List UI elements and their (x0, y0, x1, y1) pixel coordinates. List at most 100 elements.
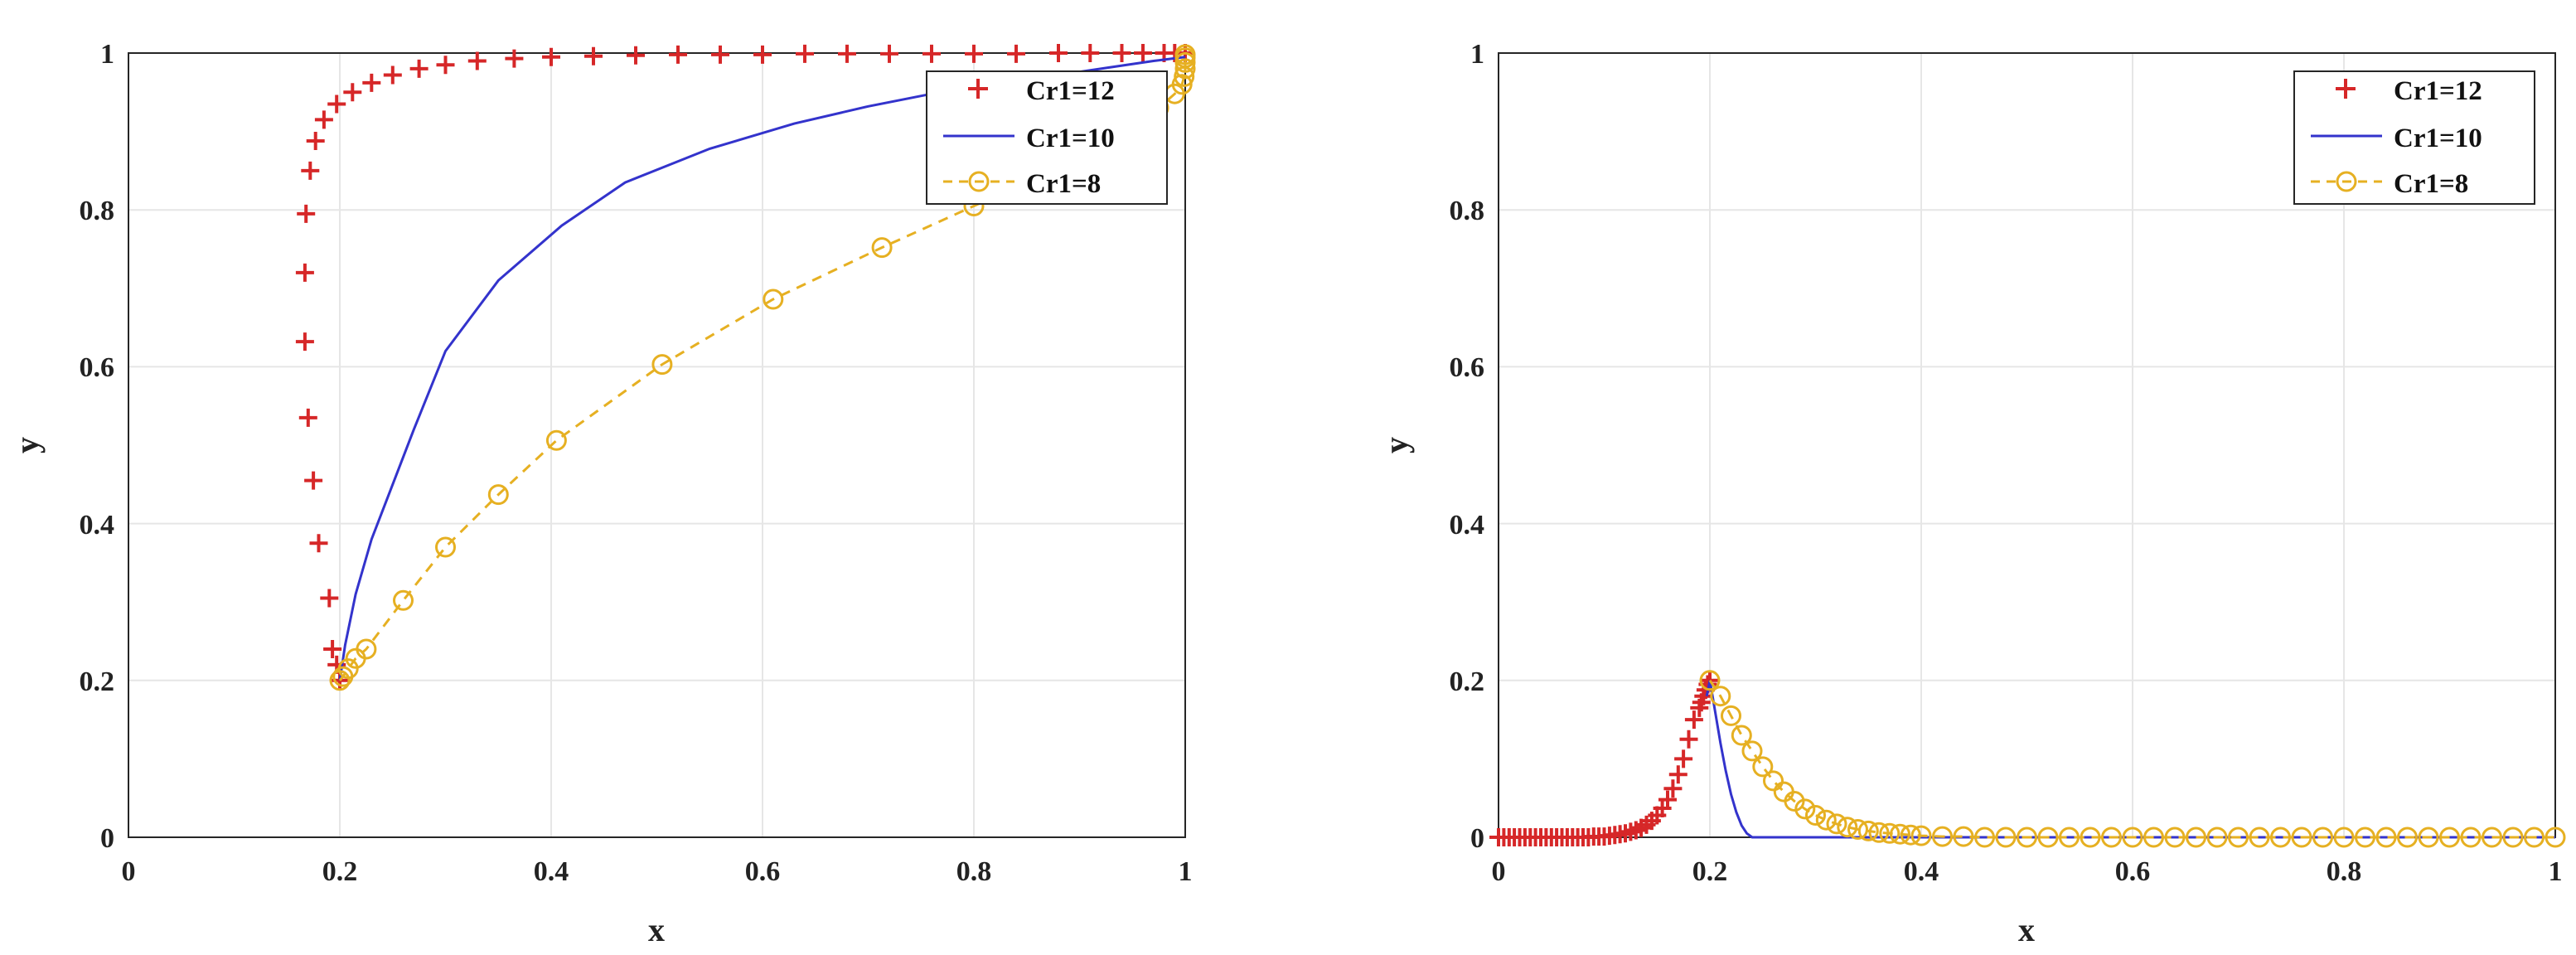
series-layer (1489, 670, 2566, 848)
data-point-circle (2059, 827, 2080, 848)
series-line (1708, 679, 2555, 839)
data-point-circle (356, 638, 377, 660)
data-point-plus (922, 44, 941, 63)
data-point-circle (2355, 827, 2375, 848)
data-point-circle (1974, 827, 1995, 848)
x-tick-label: 0.4 (1904, 856, 1939, 887)
data-point-circle (2228, 827, 2249, 848)
data-point-circle (1910, 825, 1932, 846)
data-point-circle (871, 237, 893, 259)
y-tick-label: 0.4 (80, 510, 115, 541)
data-point-circle (2080, 827, 2101, 848)
x-tick-label: 0.6 (745, 856, 781, 887)
data-point-circle (2460, 827, 2482, 848)
data-point-circle (1932, 826, 1953, 847)
data-point-circle (1857, 820, 1879, 841)
left-chart-panel: 0 0.2 0.4 0.6 0.8 1 0 0.2 0.4 0.6 0.8 1 … (8, 39, 1196, 948)
data-point-circle (2545, 827, 2566, 848)
legend: Cr1=12 Cr1=10 Cr1=8 (926, 70, 1168, 205)
data-point-circle (1721, 705, 1741, 726)
data-point-circle (1995, 827, 2017, 848)
series-cr1-12 (1489, 671, 1719, 846)
data-point-plus (796, 44, 814, 63)
x-tick-label: 0.2 (322, 856, 358, 887)
data-point-circle (1763, 770, 1784, 792)
series-line (338, 54, 1187, 681)
data-point-circle (2333, 827, 2355, 848)
data-point-circle (2312, 827, 2333, 848)
legend-entry-cr1-8: Cr1=8 (943, 169, 1101, 199)
data-point-circle (2375, 827, 2397, 848)
data-point-circle (1826, 813, 1847, 835)
data-point-circle (1699, 670, 1721, 691)
y-axis-label: y (1378, 437, 1415, 453)
data-point-plus (327, 95, 346, 114)
data-point-plus (1663, 779, 1683, 798)
x-tick-label: 0 (1492, 856, 1506, 887)
data-point-plus (711, 45, 729, 64)
data-point-circle (1741, 740, 1763, 762)
data-point-circle (2186, 827, 2206, 848)
data-point-plus (505, 49, 524, 68)
data-point-circle (1710, 686, 1731, 707)
data-point-plus (383, 65, 402, 85)
data-point-circle (2524, 827, 2545, 848)
data-point-plus (1007, 44, 1025, 63)
data-point-plus (965, 44, 983, 63)
data-point-plus (301, 161, 320, 180)
data-point-circle (1868, 822, 1890, 843)
data-point-plus (295, 332, 314, 351)
legend-entry-cr1-10: Cr1=10 (943, 124, 1115, 153)
data-point-circle (2101, 827, 2122, 848)
data-point-plus (1674, 749, 1693, 768)
data-point-plus (1668, 765, 1687, 784)
data-point-plus (314, 110, 333, 129)
right-chart-panel: 0 0.2 0.4 0.6 0.8 1 0 0.2 0.4 0.6 0.8 1 … (1378, 39, 2566, 948)
x-axis-label: x (648, 911, 665, 948)
data-point-circle (2397, 827, 2418, 848)
legend-marker-circle (2336, 171, 2357, 192)
data-point-circle (2502, 827, 2524, 848)
x-tick-label: 0.2 (1692, 856, 1728, 887)
x-tick-label: 0.6 (2115, 856, 2151, 887)
data-point-plus (1134, 44, 1152, 62)
data-point-circle (1752, 756, 1774, 778)
data-point-circle (2418, 827, 2439, 848)
data-point-plus (343, 83, 362, 102)
data-point-plus (304, 471, 323, 490)
data-point-circle (1174, 58, 1196, 80)
y-tick-label: 0.4 (1450, 510, 1485, 541)
data-point-circle (1953, 826, 1974, 847)
y-tick-label: 1 (100, 39, 114, 70)
legend-label: Cr1=8 (2394, 169, 2468, 199)
data-point-plus (627, 46, 645, 65)
x-tick-label: 0.4 (534, 856, 569, 887)
data-point-plus (1679, 730, 1698, 749)
data-point-circle (1900, 824, 1921, 846)
y-tick-label: 0.2 (80, 667, 115, 697)
data-point-circle (2037, 827, 2059, 848)
data-point-circle (1731, 725, 1752, 746)
data-point-plus (409, 59, 429, 78)
y-tick-label: 0 (1470, 823, 1484, 854)
y-tick-label: 0.8 (1450, 196, 1485, 226)
data-point-circle (487, 484, 509, 506)
y-tick-label: 0 (100, 823, 114, 854)
data-point-circle (1815, 809, 1837, 831)
data-point-circle (1794, 798, 1816, 820)
data-point-circle (393, 589, 414, 611)
data-point-plus (753, 45, 772, 64)
data-point-plus (297, 204, 316, 223)
data-point-plus (542, 47, 560, 66)
data-point-circle (1174, 44, 1196, 65)
legend-label: Cr1=10 (2394, 124, 2482, 153)
legend-label: Cr1=10 (1026, 124, 1115, 153)
x-tick-label: 0 (122, 856, 136, 887)
data-point-circle (2482, 827, 2502, 848)
data-point-plus (1658, 790, 1677, 809)
y-tick-label: 0.2 (1450, 667, 1485, 697)
data-point-plus (838, 44, 856, 63)
data-point-plus (298, 408, 317, 427)
data-point-plus (320, 589, 339, 608)
